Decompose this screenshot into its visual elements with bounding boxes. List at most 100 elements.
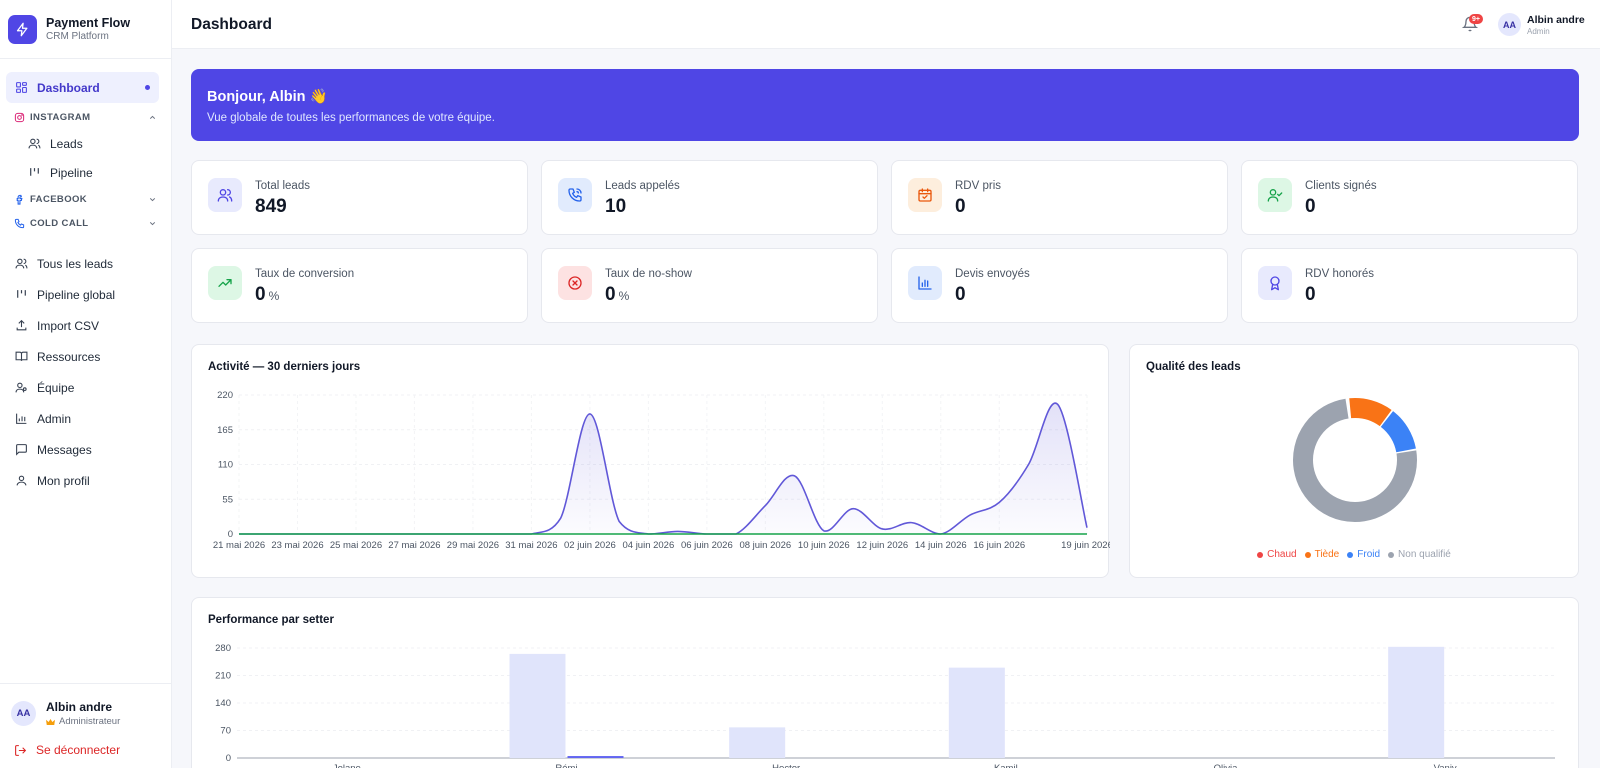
x-tick-label: 04 juin 2026 bbox=[622, 540, 674, 551]
sidebar-item-leads[interactable]: Leads bbox=[6, 129, 159, 158]
bar bbox=[729, 727, 786, 758]
user-cog-icon bbox=[14, 381, 28, 395]
chevron-down-icon bbox=[148, 219, 157, 228]
upload-icon bbox=[14, 319, 28, 333]
donut-slice bbox=[1380, 411, 1416, 453]
sidebar-item-label: Pipeline global bbox=[37, 287, 116, 302]
logout-button[interactable]: Se déconnecter bbox=[0, 743, 171, 757]
avatar: AA bbox=[1498, 13, 1521, 36]
stat-value: 0 bbox=[955, 196, 966, 217]
stat-value: 0% bbox=[255, 284, 280, 305]
stat-card: Devis envoyés 0 bbox=[891, 248, 1228, 323]
bar bbox=[948, 667, 1005, 758]
activity-title: Activité — 30 derniers jours bbox=[208, 361, 361, 373]
sidebar-item-all-leads[interactable]: Tous les leads bbox=[6, 248, 159, 279]
sidebar-item-dashboard[interactable]: Dashboard bbox=[6, 72, 159, 103]
x-tick-label: 29 mai 2026 bbox=[447, 540, 499, 551]
x-tick-label: 16 juin 2026 bbox=[973, 540, 1025, 551]
bar bbox=[509, 653, 566, 758]
book-icon bbox=[14, 350, 28, 364]
sidebar-item-messages[interactable]: Messages bbox=[6, 434, 159, 465]
y-tick-label: 110 bbox=[218, 460, 233, 471]
message-icon bbox=[14, 443, 28, 457]
legend-item[interactable]: Chaud bbox=[1257, 549, 1297, 560]
bar-chart-icon bbox=[908, 266, 942, 300]
quality-donut-chart bbox=[1293, 398, 1417, 522]
x-tick-label: Hector bbox=[772, 763, 800, 768]
sidebar-item-label: Ressources bbox=[37, 349, 101, 364]
sidebar-item-pipeline[interactable]: Pipeline bbox=[6, 158, 159, 187]
grid-icon bbox=[14, 81, 28, 95]
stat-unit: % bbox=[618, 289, 630, 303]
top-header: Dashboard 9+ AA Albin andre Admin bbox=[172, 0, 1600, 49]
welcome-title: Bonjour, Albin 👋 bbox=[207, 89, 328, 105]
stat-card: Leads appelés 10 bbox=[541, 160, 878, 235]
quality-legend: Chaud Tiède Froid Non qualifié bbox=[1130, 549, 1578, 560]
user-name: Albin andre bbox=[1527, 13, 1585, 26]
stat-unit: % bbox=[268, 289, 280, 303]
sidebar-item-import-csv[interactable]: Import CSV bbox=[6, 310, 159, 341]
active-dot bbox=[145, 85, 150, 90]
users-icon bbox=[14, 257, 28, 271]
legend-label: Froid bbox=[1357, 549, 1381, 560]
legend-label: Tiède bbox=[1314, 549, 1340, 560]
sidebar-item-global-pipeline[interactable]: Pipeline global bbox=[6, 279, 159, 310]
sidebar-footer: AA Albin andre Administrateur Se déconne… bbox=[0, 683, 171, 768]
phone-icon bbox=[13, 217, 25, 229]
y-tick-label: 140 bbox=[215, 698, 231, 709]
stat-label: Taux de no-show bbox=[605, 268, 692, 280]
x-tick-label: Rémi bbox=[555, 763, 577, 768]
phone-call-icon bbox=[558, 178, 592, 212]
activity-line bbox=[238, 402, 1088, 535]
activity-panel: Activité — 30 derniers jours 0 55 110 165 22… bbox=[191, 344, 1110, 578]
facebook-icon bbox=[13, 193, 25, 205]
x-tick-label: 06 juin 2026 bbox=[681, 540, 733, 551]
x-tick-label: 12 juin 2026 bbox=[856, 540, 908, 551]
users-icon bbox=[27, 137, 41, 151]
users-icon bbox=[208, 178, 242, 212]
stat-label: Clients signés bbox=[1305, 180, 1377, 192]
group-label: COLD CALL bbox=[30, 217, 89, 229]
sidebar-item-resources[interactable]: Ressources bbox=[6, 341, 159, 372]
logout-label: Se déconnecter bbox=[36, 743, 121, 757]
stat-value: 0 bbox=[1305, 284, 1316, 305]
header-user-menu[interactable]: AA Albin andre Admin bbox=[1498, 13, 1585, 36]
y-tick-label: 210 bbox=[215, 671, 231, 682]
sidebar-item-label: Import CSV bbox=[37, 318, 100, 333]
instagram-icon bbox=[13, 111, 25, 123]
bar bbox=[1388, 646, 1445, 758]
performance-bar-chart: 0 70 140 210 280 Jolane Rémi Hector Kamil Olivia V… bbox=[215, 643, 1555, 768]
stat-card: Clients signés 0 bbox=[1241, 160, 1578, 235]
sidebar-item-profile[interactable]: Mon profil bbox=[6, 465, 159, 496]
stat-label: Devis envoyés bbox=[955, 268, 1030, 280]
y-tick-label: 0 bbox=[228, 529, 233, 540]
legend-item[interactable]: Non qualifié bbox=[1388, 549, 1451, 560]
sidebar-group-instagram[interactable]: INSTAGRAM bbox=[6, 105, 159, 129]
sidebar-item-team[interactable]: Équipe bbox=[6, 372, 159, 403]
sidebar-group-facebook[interactable]: FACEBOOK bbox=[6, 187, 159, 211]
legend-dot bbox=[1388, 551, 1395, 558]
sidebar-user[interactable]: AA Albin andre Administrateur bbox=[0, 684, 171, 727]
quality-panel: Qualité des leads Chaud Tiède Froid Non qua… bbox=[1129, 344, 1579, 578]
notification-badge: 9+ bbox=[1469, 14, 1483, 24]
legend-item[interactable]: Froid bbox=[1347, 549, 1380, 560]
bar bbox=[567, 756, 624, 758]
stat-value: 0 bbox=[1305, 196, 1316, 217]
donut-slice bbox=[1349, 398, 1392, 427]
brand[interactable]: Payment Flow CRM Platform bbox=[0, 0, 171, 59]
x-tick-label: Kamil bbox=[994, 763, 1018, 768]
chevron-up-icon bbox=[148, 113, 157, 122]
quality-title: Qualité des leads bbox=[1146, 361, 1241, 373]
sidebar-nav: Dashboard INSTAGRAM Leads Pipeline FACEB… bbox=[6, 72, 159, 496]
performance-panel: Performance par setter 0 70 140 210 280 Jolan… bbox=[191, 597, 1579, 768]
sidebar-group-cold-call[interactable]: COLD CALL bbox=[6, 211, 159, 235]
group-label: FACEBOOK bbox=[30, 193, 88, 205]
stat-label: RDV pris bbox=[955, 180, 1002, 192]
logout-icon bbox=[14, 744, 27, 757]
x-tick-label: 23 mai 2026 bbox=[271, 540, 323, 551]
sidebar-item-admin[interactable]: Admin bbox=[6, 403, 159, 434]
user-name: Albin andre bbox=[46, 700, 113, 714]
legend-item[interactable]: Tiède bbox=[1304, 549, 1340, 560]
x-tick-label: Vaniy bbox=[1434, 763, 1457, 768]
sidebar-item-label: Admin bbox=[37, 411, 72, 426]
